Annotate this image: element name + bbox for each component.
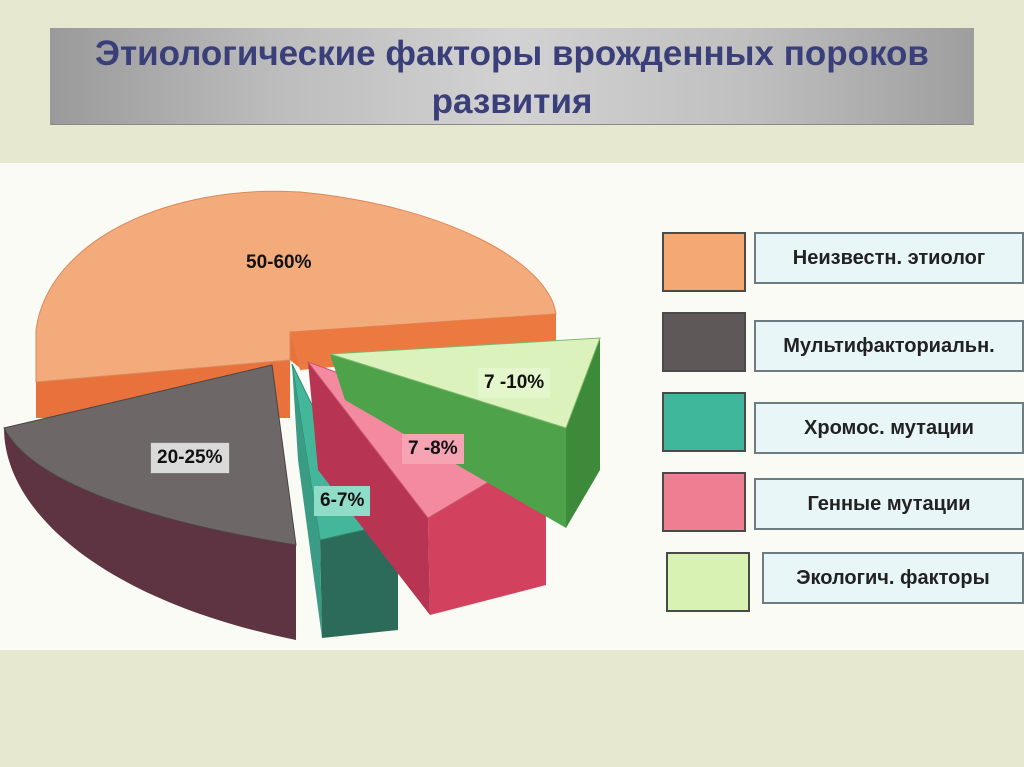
page-title: Этиологические факторы врожденных пороко… — [95, 34, 929, 121]
slice-chromosomal-front — [292, 364, 322, 638]
slice-chromosomal-side — [320, 520, 398, 638]
slice-unknown-top — [35, 190, 557, 383]
legend-swatch-multifactorial — [662, 312, 746, 372]
label-multifactorial: 20-25% — [150, 442, 230, 474]
title-band — [50, 28, 974, 124]
legend-swatch-gene — [662, 472, 746, 532]
legend-label-unknown: Неизвестн. этиолог — [754, 232, 1024, 284]
label-ecological: 7 -10% — [478, 368, 551, 398]
slice-ecological-top — [329, 337, 601, 429]
legend-swatch-unknown — [662, 232, 746, 292]
slice-ecological-side — [566, 338, 600, 528]
legend-label-chromosomal: Хромос. мутации — [754, 402, 1024, 454]
label-gene: 7 -8% — [402, 434, 464, 464]
legend-label-multifactorial: Мультифакториальн. — [754, 320, 1024, 372]
label-unknown: 50-60% — [246, 252, 312, 273]
slice-multifactorial-side — [4, 428, 296, 640]
legend-swatch-chromosomal — [662, 392, 746, 452]
legend-label-gene: Генные мутации — [754, 478, 1024, 530]
legend-label-ecological: Экологич. факторы — [762, 552, 1024, 604]
legend-swatch-ecological — [666, 552, 750, 612]
label-chromosomal: 6-7% — [314, 486, 371, 516]
